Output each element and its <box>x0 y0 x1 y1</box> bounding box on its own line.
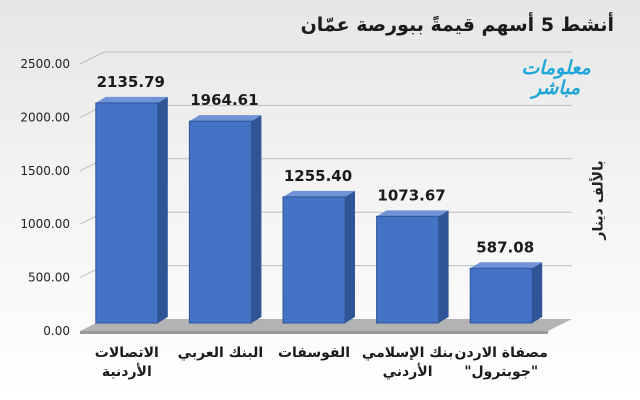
bar-side <box>345 190 355 323</box>
data-label: 2135.79 <box>97 73 165 91</box>
bar-top <box>95 96 168 103</box>
bar <box>376 215 440 324</box>
y-tick-label: 1000.00 <box>20 217 70 231</box>
y-tick-label: 2500.00 <box>20 57 70 71</box>
x-tick-label: مصفاة الاردن <box>455 345 548 361</box>
logo-line2: مباشر <box>531 77 581 99</box>
x-tick-label: الاتصالات <box>95 345 159 361</box>
x-tick-label: البنك العربي <box>178 345 263 361</box>
y-axis-label: بالألف دينار <box>574 160 624 240</box>
x-tick-label: الأردنية <box>102 363 152 380</box>
y-tick-label: 0.00 <box>43 324 70 338</box>
plot-floor-edge <box>80 331 548 334</box>
bar-top <box>189 115 262 122</box>
gridline <box>79 51 572 65</box>
y-tick-label: 2000.00 <box>20 110 70 124</box>
bar-top <box>376 210 449 217</box>
bar-side <box>157 96 168 323</box>
bar <box>469 267 533 324</box>
x-tick-label: الفوسفات <box>278 345 350 361</box>
bar <box>95 102 159 324</box>
bar-top <box>470 262 543 269</box>
bar-top <box>283 190 355 197</box>
chart-title: أنشط 5 أسهم قيمةً ببورصة عمّان <box>300 14 614 36</box>
data-label: 587.08 <box>476 238 534 256</box>
logo-line1: معلومات <box>521 57 591 79</box>
y-tick-label: 1500.00 <box>20 164 70 178</box>
x-tick-label: "جوبترول" <box>464 364 538 380</box>
bar <box>282 196 346 324</box>
data-label: 1255.40 <box>284 167 352 185</box>
y-tick-label: 500.00 <box>28 271 70 285</box>
data-label: 1964.61 <box>190 91 258 109</box>
brand-logo: معلومات مباشر <box>513 58 599 98</box>
bar <box>188 120 252 324</box>
bar-side <box>438 210 449 323</box>
x-tick-label: بنك الإسلامي <box>362 345 453 361</box>
bar-side <box>251 115 262 323</box>
x-tick-label: الأردني <box>383 363 433 380</box>
bar-side <box>532 262 543 323</box>
data-label: 1073.67 <box>377 186 445 204</box>
y-axis-label-text: بالألف دينار <box>591 160 607 240</box>
